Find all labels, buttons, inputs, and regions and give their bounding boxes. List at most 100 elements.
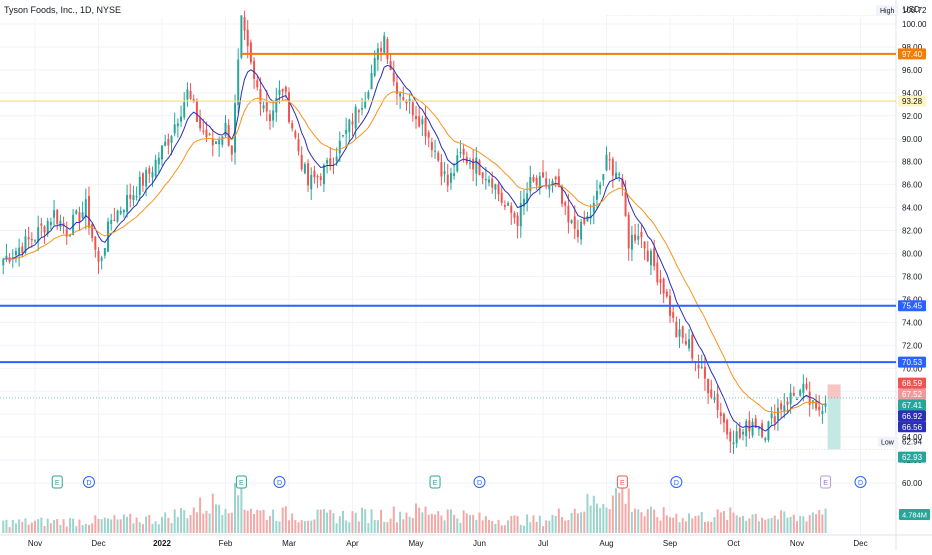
dividend-icon-letter: D — [86, 480, 91, 487]
volume-bar — [268, 515, 271, 533]
volume-bar — [522, 525, 525, 533]
stop-zone — [827, 384, 841, 398]
candle-body — [748, 420, 751, 432]
volume-bar — [529, 522, 532, 533]
price-tick-label: 90.00 — [902, 135, 923, 144]
volume-bar — [554, 515, 557, 533]
candle-body — [383, 35, 386, 53]
volume-bar — [408, 516, 411, 533]
price-tick-label: 82.00 — [902, 227, 923, 236]
candle-body — [615, 172, 618, 179]
earnings-icon[interactable] — [616, 475, 628, 489]
volume-bar — [389, 518, 392, 533]
candle-body — [249, 42, 252, 63]
volume-bar — [189, 515, 192, 533]
dividend-icon[interactable] — [854, 476, 867, 488]
candle-body — [364, 100, 367, 108]
candle-body — [367, 92, 370, 99]
candle-body — [716, 393, 719, 411]
candle-body — [824, 403, 827, 407]
candle-body — [719, 412, 722, 416]
volume-bar — [703, 521, 706, 533]
low-label: Low — [881, 440, 895, 447]
candle-body — [59, 220, 62, 228]
candle-body — [462, 149, 465, 155]
earnings-icon-letter: E — [433, 480, 438, 487]
candle-body — [535, 177, 538, 186]
volume-bar — [345, 520, 348, 533]
candle-body — [65, 229, 68, 237]
dividend-icon[interactable] — [273, 476, 286, 488]
candle-body — [602, 174, 605, 181]
candle-body — [72, 214, 75, 236]
volume-bar — [37, 519, 40, 533]
volume-bar — [649, 506, 652, 533]
volume-bar — [72, 518, 75, 533]
volume-bar — [532, 515, 535, 533]
volume-bar — [824, 508, 827, 533]
candle-body — [634, 234, 637, 241]
volume-bar — [275, 520, 278, 533]
high-value: 100.72 — [902, 6, 927, 15]
volume-bar — [468, 514, 471, 533]
price-label: 67.41 — [902, 401, 923, 410]
volume-bar — [135, 517, 138, 533]
candle-body — [246, 29, 249, 47]
volume-bar — [592, 495, 595, 533]
candle-body — [348, 119, 351, 133]
candle-body — [789, 392, 792, 405]
time-tick-label: Mar — [282, 539, 296, 548]
price-axis[interactable]: 60.0062.0064.0066.0068.0070.0072.0074.00… — [876, 5, 930, 520]
candle-body — [157, 157, 160, 165]
earnings-icon[interactable] — [235, 475, 247, 489]
volume-bars — [2, 483, 827, 533]
volume-bar — [84, 523, 87, 533]
earnings-icon[interactable] — [820, 475, 832, 489]
candle-body — [234, 103, 237, 153]
dividend-icon[interactable] — [82, 476, 95, 488]
volume-bar — [24, 518, 27, 533]
earnings-icon[interactable] — [51, 475, 63, 489]
volume-bar — [383, 521, 386, 533]
moving-averages — [3, 64, 826, 432]
volume-bar — [2, 520, 5, 533]
volume-bar — [634, 508, 637, 533]
volume-bar — [319, 509, 322, 533]
dividend-icon[interactable] — [670, 476, 683, 488]
volume-bar — [799, 516, 802, 533]
price-tick-label: 78.00 — [902, 272, 923, 281]
dividend-icon[interactable] — [473, 476, 486, 488]
candle-body — [573, 216, 576, 229]
candle-body — [697, 364, 700, 369]
candle-body — [361, 108, 364, 110]
ema-fast-line — [3, 64, 826, 432]
candle-body — [754, 418, 757, 428]
candle-body — [14, 251, 17, 256]
volume-bar — [497, 519, 500, 533]
volume-bar — [129, 513, 132, 533]
volume-bar — [437, 511, 440, 533]
volume-bar — [154, 521, 157, 533]
volume-bar — [341, 510, 344, 533]
price-tick-label: 70.00 — [902, 364, 923, 373]
volume-bar — [94, 515, 97, 533]
candle-body — [526, 193, 529, 203]
volume-bar — [415, 503, 417, 533]
candle-body — [757, 427, 760, 430]
price-tick-label: 86.00 — [902, 181, 923, 190]
volume-bar — [170, 523, 173, 533]
volume-bar — [348, 522, 351, 533]
earnings-icon[interactable] — [429, 475, 441, 489]
volume-bar — [608, 509, 611, 533]
volume-bar — [113, 515, 116, 533]
candle-body — [567, 205, 570, 223]
time-axis[interactable]: Nov Dec 2022 Feb Mar Apr May Jun Jul Aug Sep Oct Nov… — [28, 539, 868, 548]
candle-body — [208, 133, 211, 135]
volume-bar — [815, 514, 818, 533]
time-tick-label: Dec — [91, 539, 105, 548]
volume-bar — [288, 520, 290, 533]
candle-body — [97, 250, 100, 262]
horizontal-lines[interactable] — [0, 52, 896, 364]
